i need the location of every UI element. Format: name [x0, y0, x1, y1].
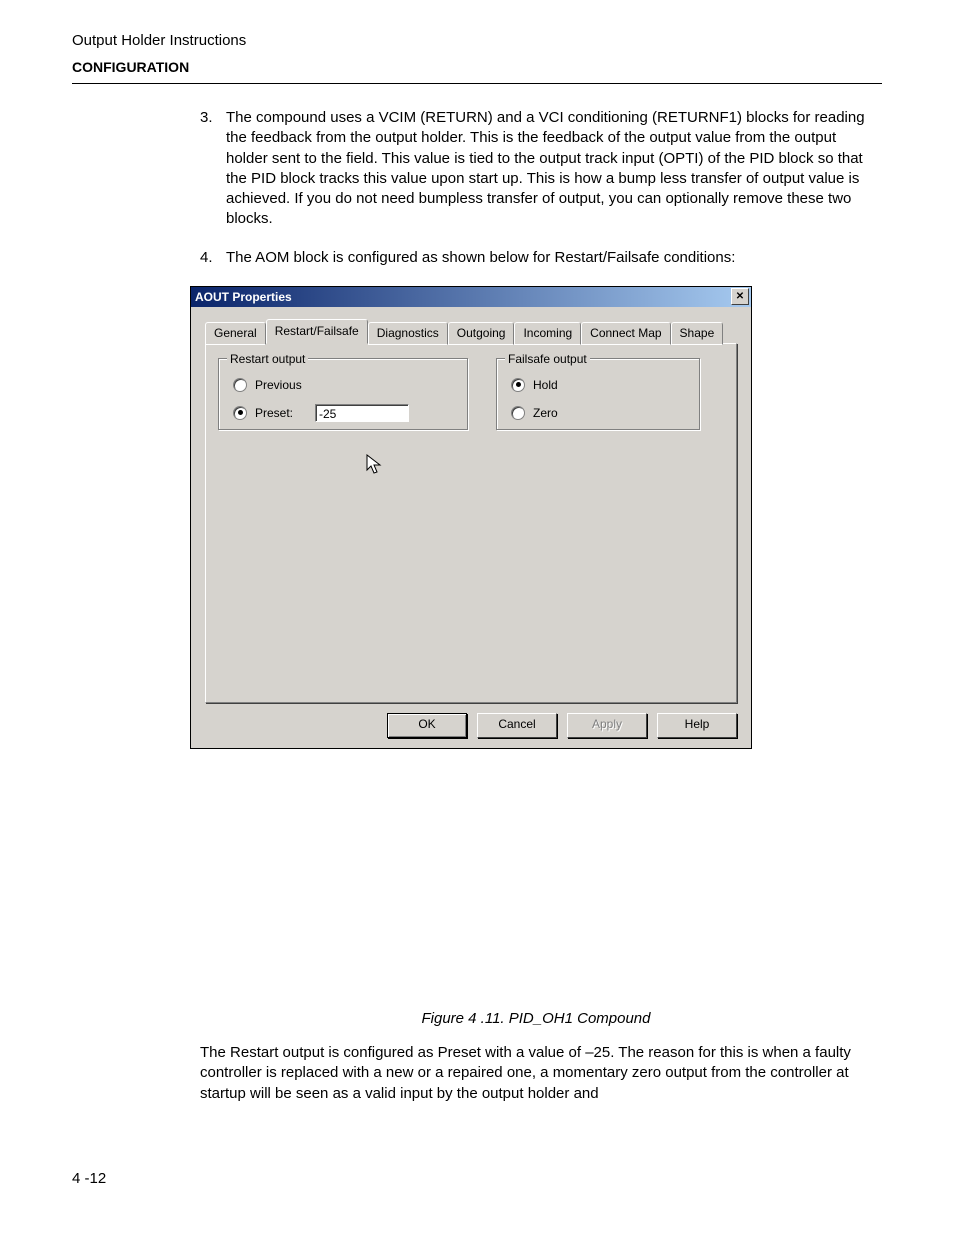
body-column: 3. The compound uses a VCIM (RETURN) and… [200, 108, 872, 1104]
ok-button[interactable]: OK [387, 713, 467, 738]
tab-connect-map[interactable]: Connect Map [581, 322, 670, 345]
header-rule [72, 83, 882, 84]
radio-label-hold: Hold [533, 377, 558, 393]
dialog-button-row: OK Cancel Apply Help [205, 713, 737, 738]
failsafe-group-legend: Failsafe output [505, 351, 590, 367]
list-text: The compound uses a VCIM (RETURN) and a … [226, 108, 872, 230]
radio-label-zero: Zero [533, 405, 558, 421]
dialog-title: AOUT Properties [195, 289, 292, 305]
radio-preset[interactable] [233, 406, 247, 420]
help-button[interactable]: Help [657, 713, 737, 738]
list-item-4: 4. The AOM block is configured as shown … [200, 248, 872, 268]
aout-properties-dialog: AOUT Properties ✕ General Restart/Failsa… [190, 286, 752, 749]
cancel-button[interactable]: Cancel [477, 713, 557, 738]
groupbox-row: Restart output Previous Preset: -25 [218, 358, 724, 430]
paragraph-after-figure: The Restart output is configured as Pres… [200, 1043, 872, 1104]
cursor-icon [366, 454, 384, 476]
doc-section-heading: CONFIGURATION [72, 59, 882, 75]
radio-row-hold[interactable]: Hold [511, 375, 685, 395]
doc-header-title: Output Holder Instructions [72, 32, 882, 49]
list-text: The AOM block is configured as shown bel… [226, 248, 872, 268]
tab-shape[interactable]: Shape [671, 322, 724, 345]
tab-general[interactable]: General [205, 322, 266, 345]
list-number: 4. [200, 248, 226, 268]
preset-value-input[interactable]: -25 [315, 404, 409, 422]
radio-hold[interactable] [511, 378, 525, 392]
tab-strip: General Restart/Failsafe Diagnostics Out… [205, 319, 737, 344]
document-page: Output Holder Instructions CONFIGURATION… [0, 0, 954, 1235]
close-button[interactable]: ✕ [731, 288, 749, 305]
tab-outgoing[interactable]: Outgoing [448, 322, 515, 345]
close-icon: ✕ [736, 292, 744, 302]
figure-caption: Figure 4 .11. PID_OH1 Compound [200, 1009, 872, 1029]
restart-group-legend: Restart output [227, 351, 308, 367]
apply-button: Apply [567, 713, 647, 738]
radio-row-previous[interactable]: Previous [233, 375, 453, 395]
radio-zero[interactable] [511, 406, 525, 420]
radio-label-preset: Preset: [255, 405, 293, 421]
failsafe-output-group: Failsafe output Hold Zero [496, 358, 700, 430]
radio-row-preset[interactable]: Preset: -25 [233, 403, 453, 423]
tab-panel: Restart output Previous Preset: -25 [205, 343, 737, 703]
list-number: 3. [200, 108, 226, 230]
page-number: 4 -12 [72, 1170, 106, 1187]
tab-incoming[interactable]: Incoming [514, 322, 581, 345]
radio-row-zero[interactable]: Zero [511, 403, 685, 423]
dialog-body: General Restart/Failsafe Diagnostics Out… [191, 307, 751, 748]
radio-previous[interactable] [233, 378, 247, 392]
restart-output-group: Restart output Previous Preset: -25 [218, 358, 468, 430]
list-item-3: 3. The compound uses a VCIM (RETURN) and… [200, 108, 872, 230]
dialog-titlebar: AOUT Properties ✕ [191, 287, 751, 307]
tab-restart-failsafe[interactable]: Restart/Failsafe [266, 319, 368, 344]
radio-label-previous: Previous [255, 377, 302, 393]
tab-diagnostics[interactable]: Diagnostics [368, 322, 448, 345]
